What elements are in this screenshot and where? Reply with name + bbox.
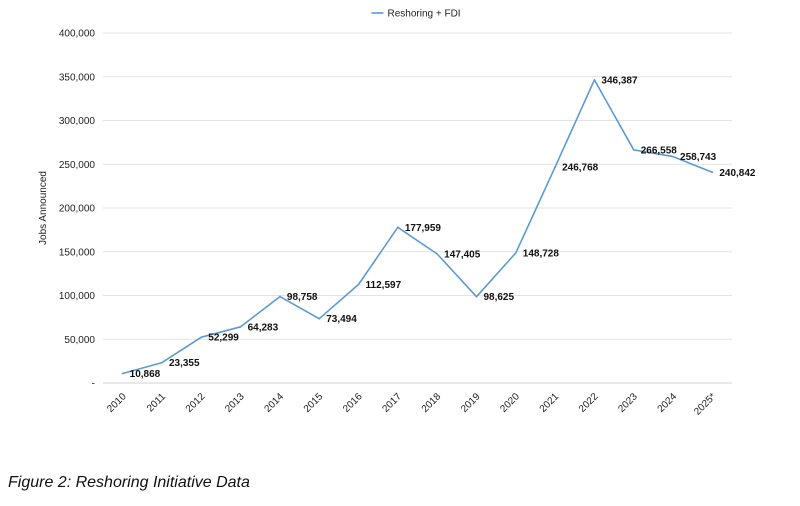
y-tick-label: 350,000: [59, 72, 96, 83]
x-tick-label: 2023: [616, 391, 640, 415]
legend-label: Reshoring + FDI: [388, 9, 461, 20]
x-tick-label: 2013: [223, 391, 247, 415]
data-label: 147,405: [444, 250, 481, 261]
x-tick-label: 2018: [420, 391, 444, 415]
data-label: 246,768: [562, 163, 599, 174]
data-point: [357, 283, 360, 286]
data-label: 177,959: [405, 223, 442, 234]
x-tick-label: 2021: [538, 391, 562, 415]
data-point: [239, 325, 242, 328]
x-tick-label: 2011: [145, 391, 168, 414]
series: [121, 79, 714, 375]
series-line: [122, 79, 713, 375]
data-point: [396, 226, 399, 229]
x-tick-label: 2017: [380, 391, 404, 415]
legend: Reshoring + FDI: [371, 9, 461, 20]
data-label: 346,387: [601, 75, 638, 86]
data-label: 240,842: [719, 168, 756, 179]
data-point: [318, 317, 321, 320]
line-chart: - 50,000 100,000 150,000 200,000 250,000 300,0…: [38, 9, 756, 418]
y-axis-ticks: - 50,000 100,000 150,000 200,000 250,000 300,0…: [59, 29, 96, 390]
data-point: [475, 295, 478, 298]
y-tick-label: 200,000: [59, 204, 96, 215]
data-point: [200, 336, 203, 339]
data-label: 148,728: [523, 248, 560, 259]
y-tick-label: 100,000: [59, 291, 96, 302]
y-axis-title: Jobs Announced: [38, 171, 49, 245]
data-label: 73,494: [326, 314, 357, 325]
y-tick-label: 400,000: [59, 29, 96, 40]
data-label: 23,355: [169, 358, 200, 369]
data-point: [593, 79, 596, 81]
data-label: 64,283: [248, 322, 279, 333]
x-tick-label: 2012: [184, 391, 208, 415]
data-point: [279, 295, 281, 298]
gridlines: [103, 32, 732, 340]
x-axis-ticks: 2010 2011 2012 2013 2014 2015 2016 2017 2018 2019…: [105, 391, 718, 418]
x-tick-label: 2024: [656, 391, 680, 415]
data-label: 98,625: [483, 292, 514, 303]
x-tick-label: 2019: [459, 391, 483, 415]
chart-area: - 50,000 100,000 150,000 200,000 250,000 300,0…: [38, 9, 756, 418]
figure-caption: Figure 2: Reshoring Initiative Data: [8, 474, 250, 491]
x-tick-label: 2015: [302, 391, 326, 415]
x-tick-label: 2025*: [692, 391, 718, 417]
data-point: [436, 253, 439, 255]
data-label: 52,299: [208, 333, 239, 344]
data-point: [161, 361, 163, 364]
y-tick-label: 250,000: [59, 160, 96, 171]
data-point: [514, 251, 517, 254]
data-label: 266,558: [641, 145, 678, 156]
x-tick-label: 2022: [577, 391, 601, 415]
data-label: 112,597: [366, 280, 402, 291]
data-point: [711, 171, 714, 174]
y-tick-label: 50,000: [64, 335, 95, 346]
data-point: [121, 372, 124, 375]
x-tick-label: 2010: [105, 391, 129, 415]
data-point: [554, 166, 556, 168]
data-labels: 10,868 23,355 52,299 64,283 98,758 73,494 112,…: [130, 75, 756, 380]
x-tick-label: 2014: [263, 391, 287, 415]
data-label: 258,743: [680, 152, 717, 163]
y-tick-label: 300,000: [59, 116, 96, 127]
data-point: [632, 148, 635, 151]
x-tick-label: 2016: [341, 391, 365, 415]
data-label: 98,758: [287, 292, 318, 303]
data-label: 10,868: [130, 369, 161, 380]
y-tick-label: -: [92, 379, 95, 390]
y-tick-label: 150,000: [59, 247, 96, 258]
x-tick-label: 2020: [498, 391, 522, 415]
data-point: [672, 155, 674, 158]
